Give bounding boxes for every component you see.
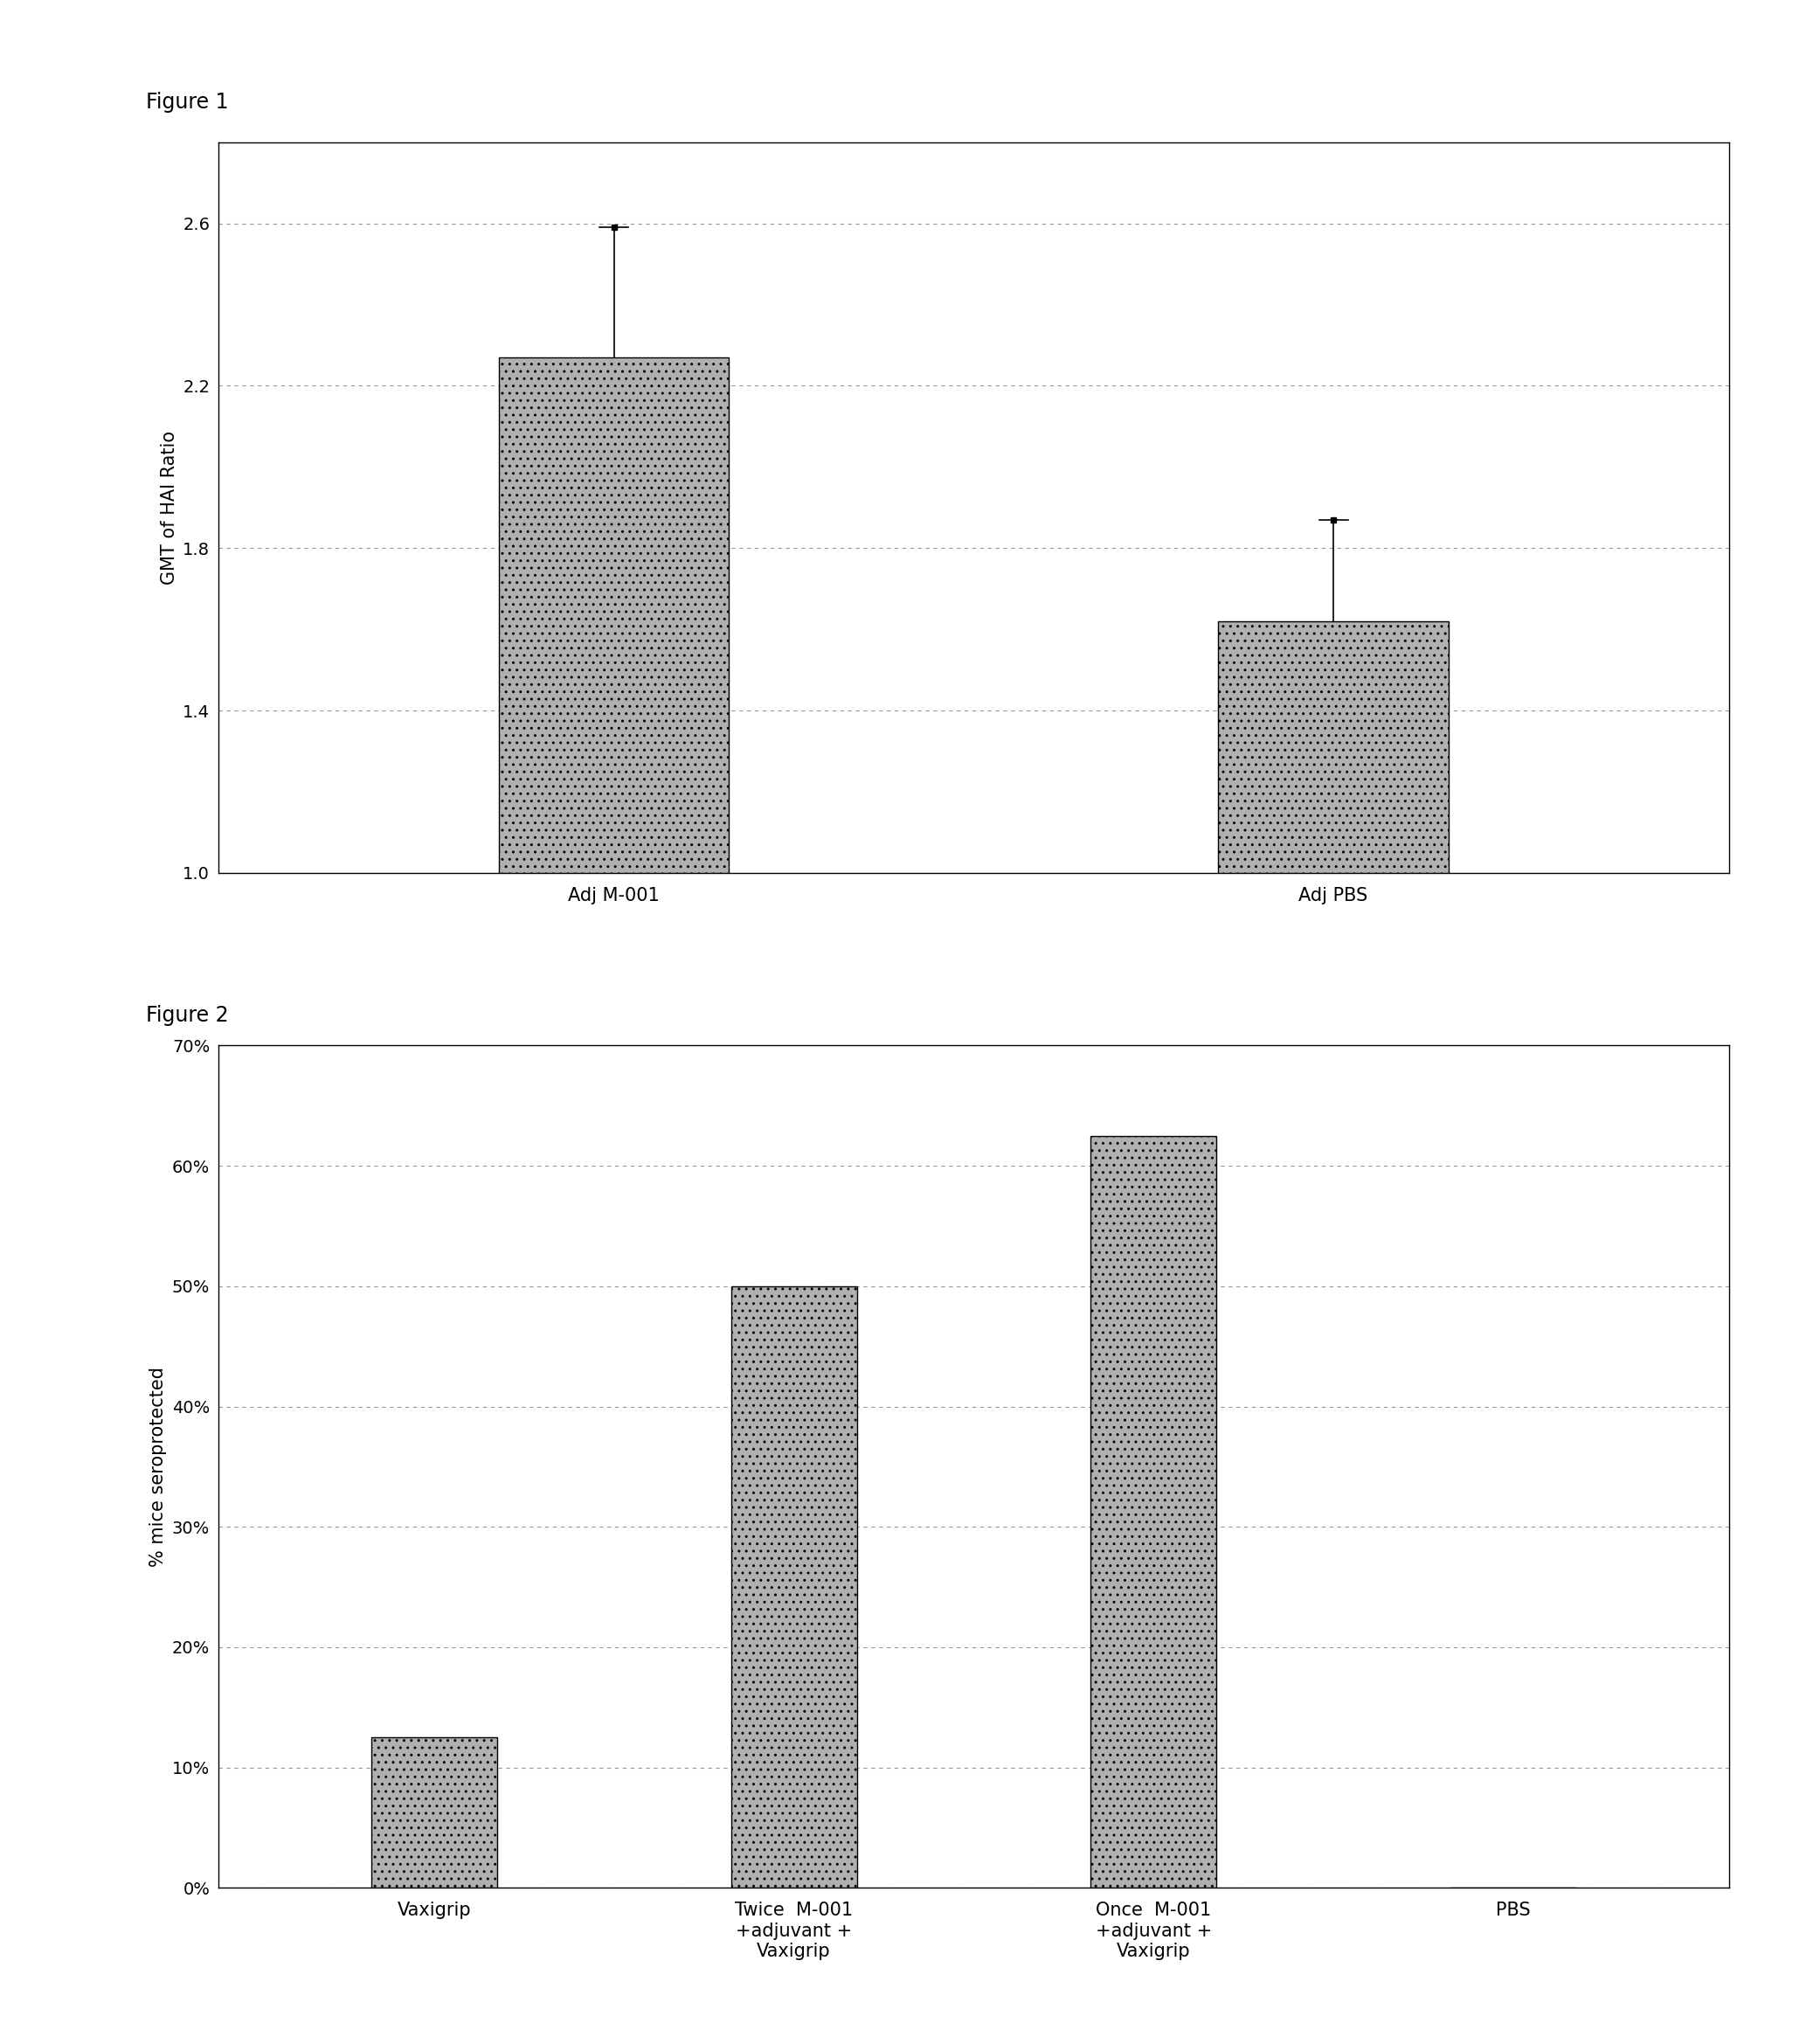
Bar	[499, 357, 730, 873]
Bar	[732, 1287, 857, 1888]
Bar	[371, 1738, 497, 1888]
Bar	[1218, 621, 1449, 873]
Bar	[1090, 1135, 1216, 1888]
Y-axis label: % mice seroprotected: % mice seroprotected	[149, 1366, 167, 1567]
Y-axis label: GMT of HAI Ratio: GMT of HAI Ratio	[160, 430, 178, 585]
Text: Figure 1: Figure 1	[146, 91, 228, 112]
Text: Figure 2: Figure 2	[146, 1005, 228, 1025]
